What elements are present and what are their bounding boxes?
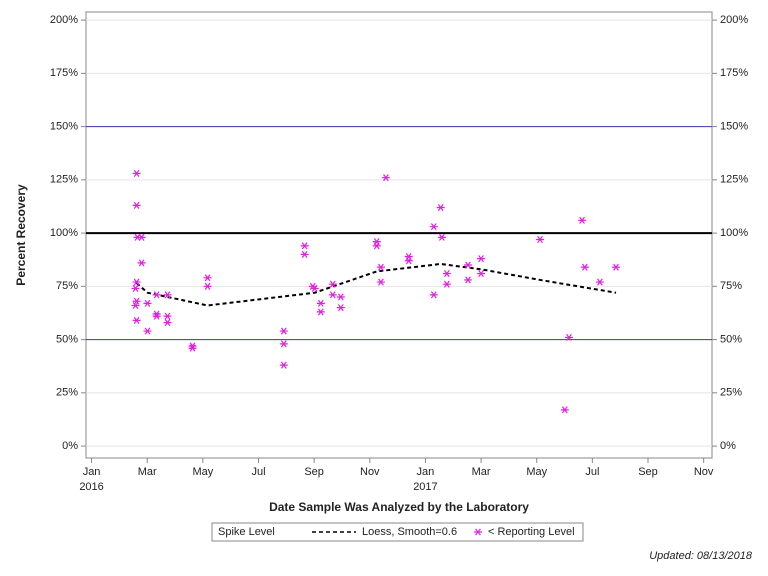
- point: [132, 316, 141, 324]
- x-tick-label: Sep: [638, 466, 658, 478]
- y2-tick-label: 175%: [720, 67, 748, 79]
- footnote: Updated: 08/13/2018: [649, 550, 753, 562]
- point: [372, 238, 381, 246]
- y2-tick-label: 125%: [720, 174, 748, 186]
- point: [436, 203, 445, 212]
- plot-frame: [85, 11, 713, 459]
- point: [316, 308, 325, 316]
- loess-line: [135, 262, 617, 307]
- point: [137, 233, 146, 241]
- point: [279, 327, 288, 335]
- point: [279, 340, 288, 348]
- y-tick-label: 75%: [56, 280, 78, 292]
- point: [279, 361, 288, 369]
- y-tick-label: 175%: [50, 67, 78, 79]
- y-tick-label: 100%: [50, 227, 78, 239]
- y2-tick-label: 75%: [720, 280, 742, 292]
- point: [143, 327, 152, 335]
- point: [152, 312, 161, 320]
- point: [203, 274, 212, 282]
- x-tick-label: Mar: [472, 466, 491, 478]
- y2-tick-label: 0%: [720, 440, 736, 452]
- point: [437, 233, 446, 241]
- point: [300, 250, 309, 258]
- point: [188, 344, 197, 352]
- x-tick-label: May: [526, 466, 547, 478]
- legend-label: Loess, Smooth=0.6: [362, 526, 457, 538]
- x-tick-label: May: [192, 466, 213, 478]
- y2-tick-label: 200%: [720, 14, 748, 26]
- point: [152, 291, 161, 299]
- point: [131, 284, 140, 293]
- point: [336, 304, 345, 312]
- x-tick-label: Nov: [360, 466, 380, 478]
- point: [316, 299, 325, 307]
- x-tick-label: Sep: [304, 466, 324, 478]
- point: [328, 291, 337, 299]
- legend-box: [211, 522, 584, 542]
- point: [463, 261, 472, 269]
- y2-tick-label: 50%: [720, 333, 742, 345]
- point: [442, 269, 451, 278]
- point: [442, 280, 451, 288]
- point: [477, 255, 486, 263]
- point: [163, 291, 172, 299]
- y2-tick-label: 25%: [720, 387, 742, 399]
- point: [429, 223, 438, 231]
- y-tick-label: 25%: [56, 387, 78, 399]
- y-tick-label: 0%: [62, 440, 78, 452]
- point: [328, 280, 337, 288]
- y-tick-label: 50%: [56, 333, 78, 345]
- point: [310, 284, 319, 293]
- y2-tick-label: 150%: [720, 120, 748, 132]
- point: [595, 278, 604, 286]
- point: [132, 169, 141, 178]
- point: [463, 276, 472, 284]
- point: [536, 235, 545, 244]
- point: [163, 312, 172, 320]
- y-tick-label: 150%: [50, 120, 78, 132]
- y2-tick-label: 100%: [720, 227, 748, 239]
- point: [612, 263, 621, 271]
- point: [578, 216, 587, 224]
- point: [404, 257, 413, 265]
- point: [132, 297, 141, 305]
- point: [404, 252, 413, 261]
- point: [580, 263, 589, 271]
- x-tick-label: Mar: [138, 466, 157, 478]
- point: [429, 291, 438, 299]
- y-axis-label: Percent Recovery: [14, 184, 28, 286]
- x-tick-label: Nov: [694, 466, 714, 478]
- point: [376, 263, 385, 271]
- y-tick-label: 125%: [50, 174, 78, 186]
- point: [560, 406, 569, 414]
- point: [477, 269, 486, 278]
- point: [372, 242, 381, 250]
- point: [132, 201, 141, 209]
- x-year-label: 2017: [413, 481, 437, 493]
- x-tick-label: Jul: [251, 466, 265, 478]
- x-tick-label: Jan: [417, 466, 435, 478]
- point: [564, 333, 573, 342]
- legend-label: < Reporting Level: [488, 526, 575, 538]
- legend-title: Spike Level: [218, 526, 275, 538]
- x-year-label: 2016: [79, 481, 103, 493]
- point: [376, 278, 385, 286]
- point: [300, 242, 309, 250]
- point: [381, 174, 390, 182]
- point: [132, 278, 141, 286]
- point: [143, 299, 152, 307]
- point: [336, 293, 345, 301]
- point: [163, 318, 172, 327]
- point: [137, 259, 146, 267]
- point: [203, 282, 212, 290]
- x-tick-label: Jan: [83, 466, 101, 478]
- point: [131, 301, 140, 310]
- legend-marker: [474, 528, 482, 536]
- y-tick-label: 200%: [50, 14, 78, 26]
- x-tick-label: Jul: [585, 466, 599, 478]
- x-axis-label: Date Sample Was Analyzed by the Laborato…: [269, 500, 529, 514]
